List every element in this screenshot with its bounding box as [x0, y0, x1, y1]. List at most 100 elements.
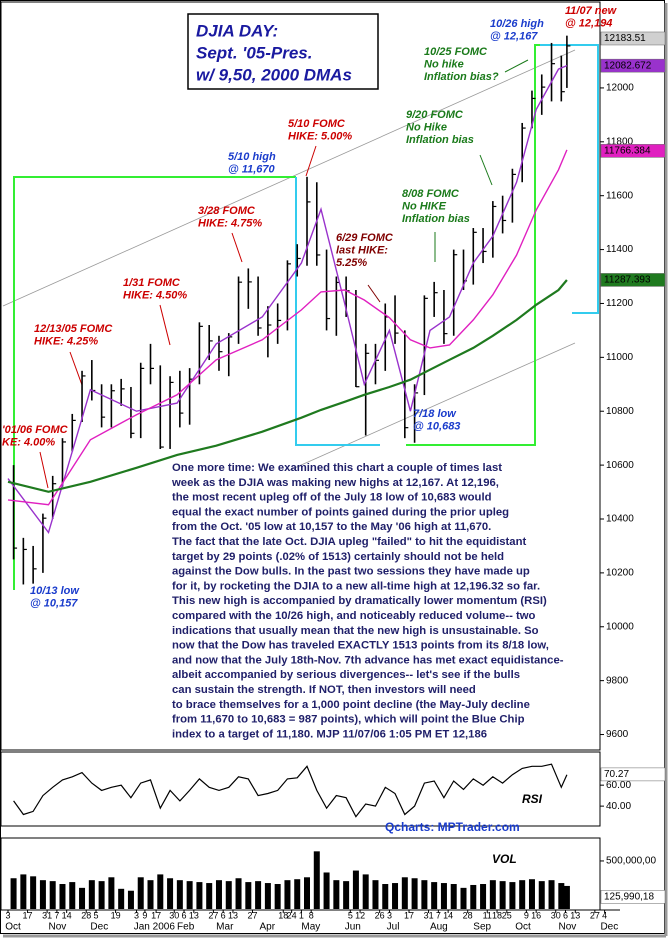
x-tick-label: Dec [90, 922, 108, 933]
volume-bar [528, 879, 535, 909]
y-tick-label: 11400 [606, 244, 634, 255]
annotation: @ 10,683 [413, 420, 460, 432]
y-tick-label: 11200 [606, 298, 634, 309]
annotation: Inflation bias [406, 134, 474, 146]
last-value-label: 70.27 [604, 769, 629, 780]
rsi-panel [0, 751, 601, 827]
day-tick-label: 18 [278, 910, 288, 920]
volume-bar [352, 870, 359, 909]
last-value-label: 12183.51 [604, 33, 646, 44]
day-tick-label: 3 [387, 910, 392, 920]
volume-bar [563, 885, 570, 909]
volume-bar [88, 880, 95, 909]
volume-bar [264, 883, 271, 909]
volume-bar [274, 884, 281, 909]
volume-bar [470, 884, 477, 909]
commentary-line: equal the exact number of points gained … [172, 506, 509, 518]
annotation: 10/13 low [30, 585, 80, 597]
volume-bar [323, 872, 330, 909]
volume-bar [548, 880, 555, 909]
volume-bar [69, 882, 76, 909]
volume-bar [127, 890, 134, 909]
commentary-line: albeit accompanied by serious divergence… [172, 669, 520, 681]
credit: Qcharts: MPTrader.com [385, 820, 520, 834]
commentary-line: The fact that the late Oct. DJIA upleg "… [172, 536, 526, 548]
day-tick-label: 5 [348, 910, 353, 920]
commentary-line: against the Dow bulls. In the past two s… [172, 566, 530, 578]
annotation: 8/08 FOMC [402, 188, 460, 200]
volume-bar [39, 880, 46, 909]
annotation: @ 10,157 [30, 597, 78, 609]
annotation: 5/10 high [228, 151, 276, 163]
commentary-line: This new high is accompanied by dramatic… [172, 595, 547, 607]
volume-bar [59, 884, 66, 909]
annotation: HIKE: 4.75% [198, 217, 262, 229]
commentary-line: and now that the July 18th-Nov. 7th adva… [172, 654, 564, 666]
volume-bar [538, 881, 545, 909]
y-tick-label: 9800 [606, 675, 629, 686]
chart-title: DJIA DAY: [196, 21, 278, 40]
day-tick-label: 18 [492, 910, 502, 920]
annotation: Inflation bias [402, 213, 470, 225]
annotation: 5/10 FOMC [288, 118, 346, 130]
volume-bar [79, 887, 86, 909]
last-value-tag [600, 273, 666, 287]
x-tick-label: Oct [515, 922, 531, 933]
annotation: 10/25 FOMC [424, 46, 488, 58]
y-tick-label: 11000 [606, 352, 634, 363]
commentary-line: One more time: We examined this chart a … [172, 462, 502, 474]
volume-bar [206, 883, 213, 909]
x-tick-label: Jan 2006 [134, 922, 176, 933]
arrow [479, 154, 493, 186]
annotation: 9/20 FOMC [406, 109, 464, 121]
commentary-line: week as the DJIA was making new highs at… [171, 477, 499, 489]
chart-title: Sept. '05-Pres. [196, 43, 313, 62]
volume-bar [558, 883, 565, 909]
volume-bar [118, 888, 125, 909]
volume-bar [333, 880, 340, 909]
x-tick-label: Sep [473, 922, 491, 933]
volume-bar [313, 851, 320, 909]
day-tick-label: 8 [309, 910, 314, 920]
day-tick-label: 1 [299, 910, 304, 920]
commentary-line: compared with the 10/26 high, and notice… [172, 610, 536, 622]
commentary-line: to brace themselves for a 1,000 point de… [172, 699, 530, 711]
y-tick-label: 10400 [606, 514, 634, 525]
day-tick-label: 3 [134, 910, 139, 920]
day-tick-label: 17 [151, 910, 161, 920]
day-tick-label: 27 [590, 910, 600, 920]
annotation: 6/29 FOMC [336, 232, 394, 244]
x-tick-label: Aug [430, 922, 448, 933]
volume-bar [215, 880, 222, 909]
commentary-line: target by 29 points (.02% of 1513) certa… [172, 551, 504, 563]
volume-bar [499, 881, 506, 909]
day-tick-label: 25 [502, 910, 512, 920]
volume-bar [509, 882, 516, 909]
y-tick-label: 11600 [606, 190, 634, 201]
last-value-label: 11287.393 [604, 275, 651, 286]
day-tick-label: 27 [208, 910, 218, 920]
chart-title: w/ 9,50, 2000 DMAs [196, 65, 352, 84]
y-tick-label: 10000 [606, 621, 634, 632]
last-value-label: 125,990,18 [604, 892, 654, 903]
day-tick-label: 9 [142, 910, 147, 920]
day-tick-label: 7 [436, 910, 441, 920]
volume-bar [108, 877, 115, 909]
x-tick-label: Oct [5, 922, 21, 933]
volume-bar [49, 881, 56, 909]
last-value-tag [600, 890, 666, 904]
range-box [295, 177, 380, 446]
x-tick-label: Apr [259, 922, 275, 933]
volume-bar [489, 880, 496, 909]
arrow [504, 59, 529, 73]
volume-bar [401, 877, 408, 909]
day-tick-label: 9 [524, 910, 529, 920]
volume-bar [519, 880, 526, 909]
range-box [13, 176, 296, 590]
day-tick-label: 12 [355, 910, 365, 920]
commentary-line: from 11,670 to 10,683 = 987 points), whi… [172, 714, 525, 726]
volume-bar [30, 876, 37, 909]
annotation: HIKE: 5.00% [288, 130, 352, 142]
volume-bar [137, 877, 144, 909]
